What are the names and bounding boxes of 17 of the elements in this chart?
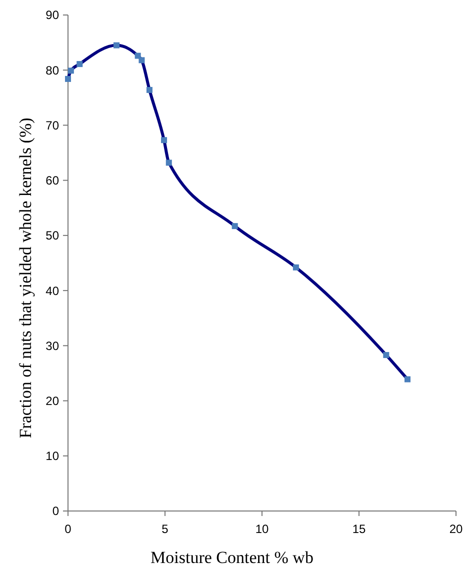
y-tick-label: 10 <box>46 449 60 464</box>
x-tick-label: 10 <box>255 522 269 536</box>
y-tick-label: 60 <box>46 174 60 188</box>
x-tick-label: 20 <box>449 522 463 536</box>
y-tick-label: 70 <box>46 118 60 132</box>
y-tick-label: 50 <box>46 228 60 243</box>
x-axis-title: Moisture Content % wb <box>150 548 314 567</box>
y-tick-label: 0 <box>52 504 60 518</box>
y-tick-label: 40 <box>46 284 60 298</box>
x-tick-label: 5 <box>162 522 169 536</box>
y-tick-label: 30 <box>46 338 60 353</box>
x-tick-label: 15 <box>352 522 366 536</box>
y-tick-label: 80 <box>46 63 60 78</box>
y-axis-title: Fraction of nuts that yielded whole kernels (%) <box>16 118 35 438</box>
y-tick-label: 20 <box>46 394 60 408</box>
x-tick-label: 0 <box>64 522 72 536</box>
y-tick-label: 90 <box>46 8 60 22</box>
